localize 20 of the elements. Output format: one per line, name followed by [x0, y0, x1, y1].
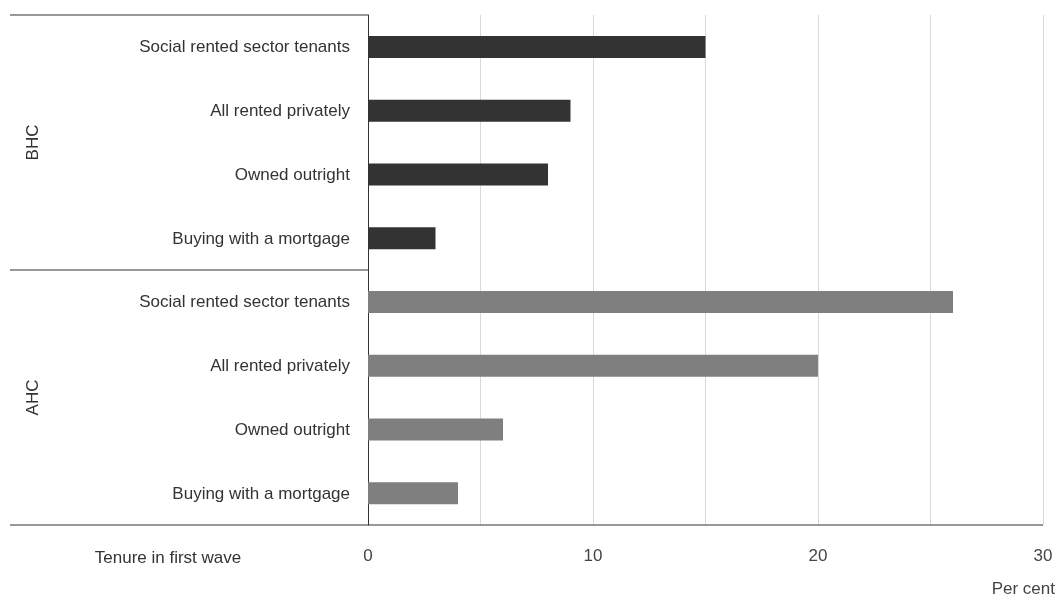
y-tick-label: Owned outright [234, 164, 351, 184]
y-tick-label: Social rented sector tenants [139, 292, 350, 312]
bar [368, 482, 458, 505]
x-axis-title: Per cent [991, 578, 1056, 598]
text: BHC [22, 124, 42, 161]
y-tick-label: Social rented sector tenants [139, 37, 350, 57]
x-tick-label: 10 [583, 546, 603, 565]
y-tick-label: All rented privately [210, 101, 351, 121]
x-tick-label: 30 [1033, 546, 1053, 565]
y-tick-label: Buying with a mortgage [172, 228, 350, 248]
bar [368, 418, 503, 441]
x-tick-label: 20 [808, 546, 828, 565]
x-tick-label: 0 [363, 546, 373, 565]
bar [368, 354, 818, 377]
y-tick-label: Buying with a mortgage [172, 483, 350, 503]
y-axis-title: Tenure in first wave [94, 547, 242, 567]
y-tick-label: Owned outright [234, 419, 351, 439]
text: AHC [22, 379, 42, 416]
y-tick-label: All rented privately [210, 356, 351, 376]
bar [368, 290, 953, 313]
